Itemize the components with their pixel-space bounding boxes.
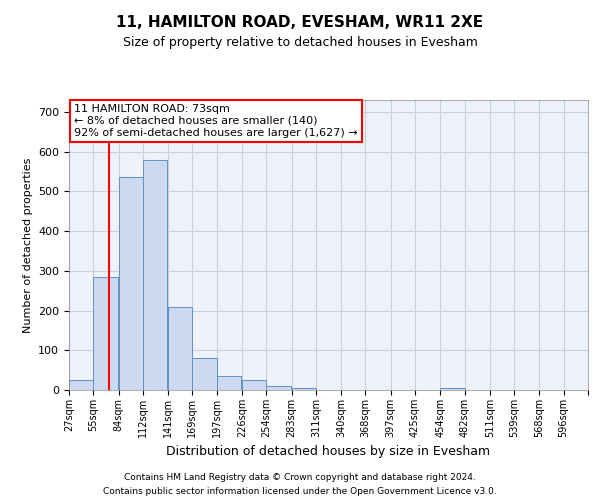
Bar [193,358,217,390]
Bar [143,160,167,390]
Text: Contains public sector information licensed under the Open Government Licence v3: Contains public sector information licen… [103,486,497,496]
Y-axis label: Number of detached properties: Number of detached properties [23,158,32,332]
Text: 11 HAMILTON ROAD: 73sqm
← 8% of detached houses are smaller (140)
92% of semi-de: 11 HAMILTON ROAD: 73sqm ← 8% of detached… [74,104,358,138]
Bar [217,376,241,390]
Text: Contains HM Land Registry data © Crown copyright and database right 2024.: Contains HM Land Registry data © Crown c… [124,473,476,482]
Bar [69,380,94,390]
Bar [119,178,143,390]
Bar [168,306,193,390]
Bar [292,388,316,390]
Text: Size of property relative to detached houses in Evesham: Size of property relative to detached ho… [122,36,478,49]
Text: 11, HAMILTON ROAD, EVESHAM, WR11 2XE: 11, HAMILTON ROAD, EVESHAM, WR11 2XE [116,15,484,30]
Bar [242,380,266,390]
Bar [440,388,464,390]
Bar [266,386,290,390]
Bar [94,277,118,390]
X-axis label: Distribution of detached houses by size in Evesham: Distribution of detached houses by size … [166,446,491,458]
